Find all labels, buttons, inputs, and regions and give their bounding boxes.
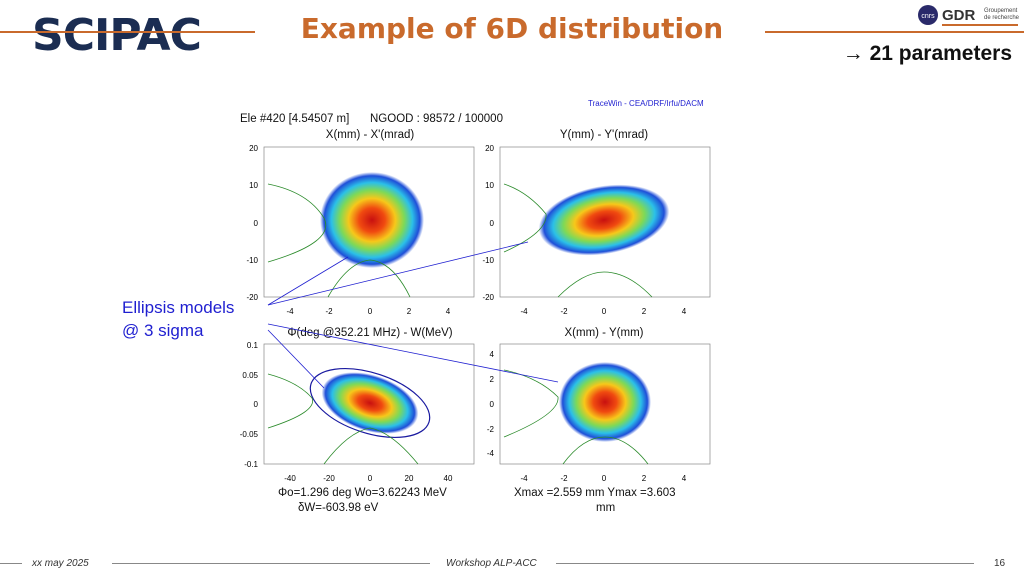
svg-text:0: 0 <box>602 307 607 316</box>
annotation-arrows <box>267 241 559 389</box>
ellipsis-annotation-line2: @ 3 sigma <box>122 321 204 340</box>
svg-text:-2: -2 <box>325 307 333 316</box>
xy-params-2: mm <box>596 502 615 514</box>
svg-text:0: 0 <box>602 474 607 483</box>
svg-text:-0.1: -0.1 <box>244 460 258 469</box>
cnrs-badge-icon <box>918 5 938 25</box>
plot-x-y: X(mm) - Y(mm) 4 2 0 -2 -4 -4 -2 0 2 4 <box>487 327 711 483</box>
header-rule-right <box>765 31 1024 33</box>
gdr-logo: cnrs GDR Groupement de recherche <box>918 5 1020 26</box>
beam-density <box>321 372 419 434</box>
profile-curve <box>323 427 419 465</box>
ellipsis-annotation-line1: Ellipsis models <box>122 298 235 317</box>
svg-text:0: 0 <box>368 307 373 316</box>
footer-rule <box>112 563 430 564</box>
ngood-label: NGOOD : 98572 / 100000 <box>370 113 503 125</box>
svg-text:-20: -20 <box>482 293 494 302</box>
svg-text:-10: -10 <box>246 256 258 265</box>
plot-title: X(mm) - Y(mm) <box>565 327 644 339</box>
phase-params-1: Φo=1.296 deg Wo=3.62243 MeV <box>278 487 447 499</box>
svg-text:20: 20 <box>405 474 414 483</box>
beam-density <box>538 184 670 256</box>
svg-text:0.1: 0.1 <box>247 341 259 350</box>
footer-rule <box>0 563 22 564</box>
plot-x-xp: X(mm) - X'(mrad) 20 10 0 -10 -20 -4 -2 0… <box>246 129 475 316</box>
svg-text:0: 0 <box>254 219 259 228</box>
page-number: 16 <box>994 558 1006 569</box>
svg-text:20: 20 <box>485 144 494 153</box>
svg-text:-10: -10 <box>482 256 494 265</box>
svg-text:4: 4 <box>490 350 495 359</box>
plot-title: Y(mm) - Y'(mrad) <box>560 129 648 141</box>
svg-text:-4: -4 <box>286 307 294 316</box>
ellipse-model <box>309 368 431 438</box>
svg-text:-4: -4 <box>520 474 528 483</box>
svg-text:-2: -2 <box>560 474 568 483</box>
profile-curve <box>267 373 314 429</box>
footer-event: Workshop ALP-ACC <box>446 558 537 569</box>
svg-text:40: 40 <box>444 474 453 483</box>
svg-text:-2: -2 <box>560 307 568 316</box>
phase-params-2: δW=-603.98 eV <box>298 502 379 514</box>
svg-text:-4: -4 <box>487 449 495 458</box>
parameters-label: → 21 parameters <box>842 42 1012 65</box>
plot-y-yp: Y(mm) - Y'(mrad) 20 10 0 -10 -20 -4 -2 0… <box>482 129 711 316</box>
svg-text:0.05: 0.05 <box>242 371 258 380</box>
svg-text:2: 2 <box>642 307 647 316</box>
profile-curve <box>562 436 649 465</box>
svg-text:0: 0 <box>490 400 495 409</box>
svg-text:2: 2 <box>642 474 647 483</box>
scipac-logo: SCIPAC <box>32 10 202 61</box>
svg-text:-40: -40 <box>284 474 296 483</box>
svg-text:4: 4 <box>446 307 451 316</box>
xy-params-1: Xmax =2.559 mm Ymax =3.603 <box>514 487 676 499</box>
svg-text:2: 2 <box>407 307 412 316</box>
slide-title: Example of 6D distribution <box>300 12 724 45</box>
svg-text:10: 10 <box>485 181 494 190</box>
phase-space-figure: TraceWin - CEA/DRF/Irfu/DACM Ele #420 [4… <box>240 99 711 514</box>
ellipsis-annotation: Ellipsis models @ 3 sigma <box>122 296 234 342</box>
footer-date: xx may 2025 <box>32 558 89 569</box>
svg-text:10: 10 <box>249 181 258 190</box>
gdr-text: GDR <box>942 7 976 24</box>
gdr-subtitle-1: Groupement <box>984 8 1018 14</box>
plot-phi-w: Φ(deg @352.21 MHz) - W(MeV) 0.1 0.05 0 -… <box>240 327 475 483</box>
footer-rule <box>556 563 974 564</box>
svg-text:20: 20 <box>249 144 258 153</box>
svg-text:4: 4 <box>682 307 687 316</box>
beam-density <box>559 362 651 442</box>
svg-text:0: 0 <box>254 400 259 409</box>
profile-curve <box>557 271 653 298</box>
svg-text:-20: -20 <box>323 474 335 483</box>
svg-text:-20: -20 <box>246 293 258 302</box>
element-info: Ele #420 [4.54507 m] <box>240 113 349 125</box>
svg-text:2: 2 <box>490 375 495 384</box>
svg-text:0: 0 <box>368 474 373 483</box>
plot-title: X(mm) - X'(mrad) <box>326 129 415 141</box>
beam-density <box>320 172 424 268</box>
profile-curve <box>503 183 547 253</box>
profile-curve <box>503 369 559 438</box>
profile-curve <box>267 183 326 263</box>
svg-text:0: 0 <box>490 219 495 228</box>
source-label: TraceWin - CEA/DRF/Irfu/DACM <box>588 99 704 108</box>
profile-curve <box>327 259 411 298</box>
cnrs-text: cnrs <box>921 13 935 20</box>
svg-text:-4: -4 <box>520 307 528 316</box>
header-rule-left <box>0 31 255 33</box>
gdr-subtitle-2: de recherche <box>984 15 1020 21</box>
svg-text:4: 4 <box>682 474 687 483</box>
svg-text:-2: -2 <box>487 425 495 434</box>
svg-text:-0.05: -0.05 <box>240 430 259 439</box>
